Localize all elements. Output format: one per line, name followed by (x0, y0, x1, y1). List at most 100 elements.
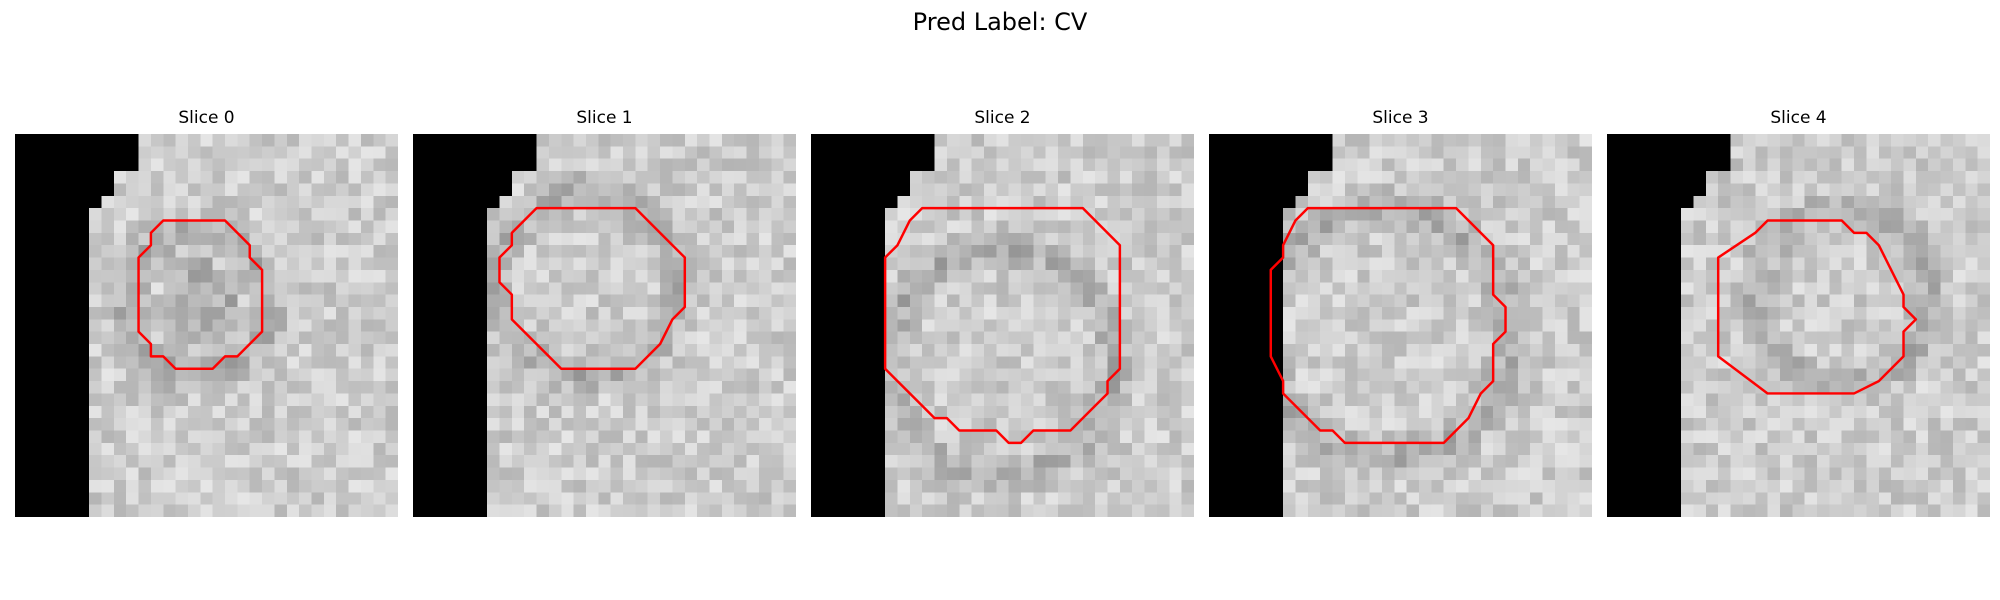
image-pixel (946, 134, 960, 147)
image-pixel (487, 467, 500, 481)
mask-pixel (413, 183, 426, 197)
mask-pixel (437, 430, 451, 444)
image-pixel (1169, 220, 1182, 234)
image-pixel (1181, 405, 1194, 419)
image-pixel (1119, 418, 1133, 431)
image-pixel (126, 430, 139, 444)
mask-pixel (835, 467, 849, 481)
image-pixel (1156, 319, 1170, 332)
mask-pixel (76, 294, 90, 308)
mask-pixel (425, 195, 438, 209)
image-pixel (610, 183, 624, 197)
mask-pixel (1656, 158, 1670, 172)
mask-pixel (811, 331, 824, 345)
image-pixel (1718, 418, 1731, 431)
image-pixel (1952, 467, 1966, 481)
mask-pixel (1656, 467, 1670, 481)
image-pixel (175, 319, 189, 332)
image-pixel (1181, 171, 1194, 184)
image-pixel (758, 220, 772, 234)
image-pixel (1554, 381, 1568, 394)
image-pixel (1705, 257, 1719, 271)
image-pixel (1567, 356, 1580, 369)
image-pixel (163, 418, 176, 431)
image-pixel (1468, 183, 1482, 197)
image-pixel (1443, 405, 1457, 419)
image-pixel (1021, 368, 1034, 382)
image-pixel (1156, 294, 1170, 308)
mask-pixel (437, 418, 451, 431)
mask-pixel (872, 393, 886, 407)
image-pixel (1742, 294, 1756, 308)
mask-pixel (1668, 455, 1682, 468)
image-pixel (1419, 492, 1432, 505)
image-pixel (1952, 282, 1966, 295)
image-pixel (1730, 331, 1744, 345)
image-pixel (1891, 232, 1904, 246)
mask-pixel (1656, 405, 1670, 419)
mask-pixel (1283, 171, 1296, 184)
image-pixel (897, 356, 911, 369)
mask-pixel (101, 158, 115, 172)
image-pixel (1443, 306, 1457, 320)
image-pixel (1542, 356, 1556, 369)
image-pixel (1119, 158, 1133, 172)
image-pixel (598, 430, 611, 444)
image-pixel (1792, 504, 1805, 517)
image-pixel (783, 134, 796, 147)
image-pixel (1841, 183, 1855, 197)
image-pixel (561, 220, 574, 234)
image-pixel (1792, 393, 1805, 407)
image-pixel (348, 171, 362, 184)
image-pixel (1792, 455, 1805, 468)
mask-pixel (437, 208, 451, 221)
image-pixel (311, 257, 325, 271)
image-pixel (311, 158, 325, 172)
image-pixel (909, 492, 923, 505)
mask-pixel (1270, 381, 1284, 394)
image-pixel (1144, 467, 1158, 481)
image-pixel (909, 442, 923, 456)
image-pixel (1095, 467, 1108, 481)
image-pixel (697, 492, 710, 505)
image-pixel (1332, 504, 1346, 517)
image-pixel (1505, 405, 1519, 419)
mask-pixel (860, 381, 874, 394)
image-pixel (113, 331, 127, 345)
mask-pixel (1631, 220, 1645, 234)
image-pixel (996, 418, 1009, 431)
mask-pixel (39, 282, 53, 295)
mask-pixel (1209, 368, 1222, 382)
image-pixel (1792, 269, 1805, 283)
image-pixel (672, 467, 686, 481)
image-pixel (897, 479, 911, 493)
image-pixel (771, 442, 784, 456)
image-pixel (138, 430, 152, 444)
mask-pixel (811, 171, 824, 184)
image-pixel (150, 393, 164, 407)
image-pixel (623, 492, 636, 505)
mask-pixel (1221, 208, 1234, 221)
mask-pixel (811, 282, 824, 295)
image-pixel (783, 183, 796, 197)
image-pixel (1878, 479, 1892, 493)
image-pixel (721, 245, 735, 258)
image-pixel (150, 171, 164, 184)
image-pixel (1181, 381, 1194, 394)
image-pixel (1829, 504, 1842, 517)
image-pixel (1915, 208, 1929, 221)
image-pixel (1829, 146, 1842, 159)
image-pixel (323, 134, 337, 147)
image-pixel (585, 245, 599, 258)
image-pixel (138, 455, 152, 468)
image-pixel (150, 245, 164, 258)
image-pixel (299, 455, 312, 468)
image-pixel (1517, 393, 1531, 407)
image-pixel (274, 282, 288, 295)
image-pixel (150, 430, 164, 444)
image-pixel (1742, 405, 1756, 419)
image-pixel (1804, 405, 1818, 419)
mask-pixel (425, 479, 438, 493)
image-pixel (348, 134, 362, 147)
image-pixel (1095, 442, 1108, 456)
